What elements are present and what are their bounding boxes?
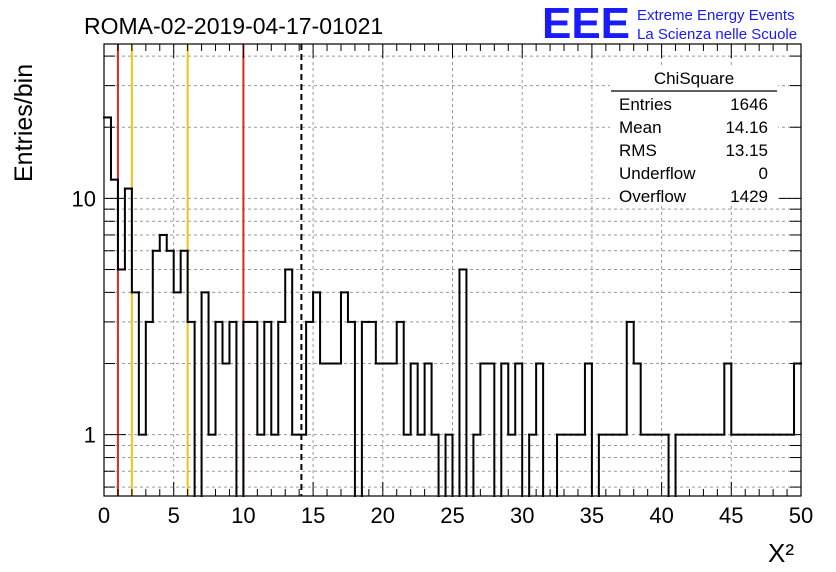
stats-value: 13.15 <box>725 141 768 160</box>
stats-row-rms: RMS 13.15 <box>619 141 768 160</box>
logo-mark: EEE <box>542 0 630 48</box>
x-tick-label: 25 <box>440 503 464 528</box>
eee-logo: EEE Extreme Energy Events La Scienza nel… <box>542 0 797 48</box>
y-tick-labels: 1 10 <box>72 186 96 447</box>
chart-title: ROMA-02-2019-04-17-01021 <box>84 13 383 39</box>
stats-label: Entries <box>619 95 672 114</box>
stats-box-title: ChiSquare <box>654 69 734 88</box>
x-tick-label: 40 <box>649 503 673 528</box>
stats-label: Mean <box>619 118 662 137</box>
stats-row-overflow: Overflow 1429 <box>619 187 768 206</box>
stats-row-mean: Mean 14.16 <box>619 118 768 137</box>
x-tick-label: 0 <box>98 503 110 528</box>
x-tick-label: 35 <box>580 503 604 528</box>
stats-label: RMS <box>619 141 657 160</box>
x-tick-label: 50 <box>789 503 813 528</box>
axis-ticks <box>103 44 802 496</box>
y-axis-label: Entries/bin <box>10 64 38 182</box>
stats-box: ChiSquare Entries 1646 Mean 14.16 RMS 13… <box>610 66 778 206</box>
x-tick-label: 45 <box>719 503 743 528</box>
y-tick-label: 1 <box>84 423 96 448</box>
logo-line-1: Extreme Energy Events <box>637 7 795 24</box>
x-tick-label: 5 <box>168 503 180 528</box>
stats-row-entries: Entries 1646 <box>619 95 768 114</box>
stats-value: 1429 <box>730 187 768 206</box>
stats-value: 14.16 <box>725 118 768 137</box>
x-tick-label: 10 <box>231 503 255 528</box>
x-tick-label: 15 <box>301 503 325 528</box>
stats-label: Overflow <box>619 187 687 206</box>
stats-row-underflow: Underflow 0 <box>619 164 768 183</box>
stats-label: Underflow <box>619 164 696 183</box>
x-tick-label: 20 <box>371 503 395 528</box>
stats-box-background <box>610 66 778 206</box>
stats-value: 0 <box>759 164 768 183</box>
x-tick-label: 30 <box>510 503 534 528</box>
x-tick-labels: 0 5 10 15 20 25 30 35 40 45 50 <box>98 503 813 528</box>
histogram <box>103 116 802 497</box>
x-axis-label: X² <box>768 538 794 568</box>
y-tick-label: 10 <box>72 186 96 211</box>
stats-value: 1646 <box>730 95 768 114</box>
logo-line-2: La Scienza nelle Scuole <box>637 26 797 43</box>
